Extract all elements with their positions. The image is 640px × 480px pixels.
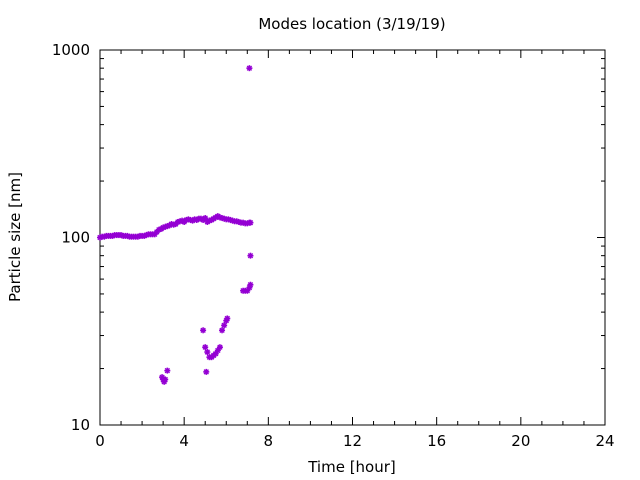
- y-tick-label: 10: [71, 416, 90, 434]
- x-tick-label: 24: [595, 432, 614, 450]
- x-tick-label: 20: [511, 432, 530, 450]
- x-tick-label: 16: [427, 432, 446, 450]
- data-point: [223, 317, 230, 324]
- data-point: [221, 322, 228, 329]
- chart-title: Modes location (3/19/19): [258, 15, 445, 33]
- data-point: [164, 367, 171, 374]
- plot-frame: [99, 49, 606, 426]
- x-ticks: 0 4 8 12 16 20 24: [95, 50, 615, 450]
- y-axis-label: Particle size [nm]: [6, 172, 24, 302]
- data-point: [200, 327, 207, 334]
- x-tick-label: 12: [343, 432, 362, 450]
- y-tick-label: 1000: [52, 41, 90, 59]
- data-point: [219, 327, 226, 334]
- x-tick-label: 8: [264, 432, 274, 450]
- data-point: [162, 376, 169, 383]
- data-point: [247, 252, 254, 259]
- x-axis-label: Time [hour]: [307, 458, 396, 476]
- y-ticks: 10 100 1000: [52, 41, 605, 434]
- data-point: [246, 65, 253, 72]
- data-point: [203, 368, 210, 375]
- data-point: [224, 315, 231, 322]
- data-point: [204, 349, 211, 356]
- y-tick-label: 100: [61, 229, 90, 247]
- data-point: [216, 344, 223, 351]
- data-point: [247, 219, 254, 226]
- data-point: [202, 344, 209, 351]
- x-tick-label: 0: [95, 432, 105, 450]
- x-tick-label: 4: [179, 432, 189, 450]
- data-point: [247, 281, 254, 288]
- data-points: [97, 65, 254, 385]
